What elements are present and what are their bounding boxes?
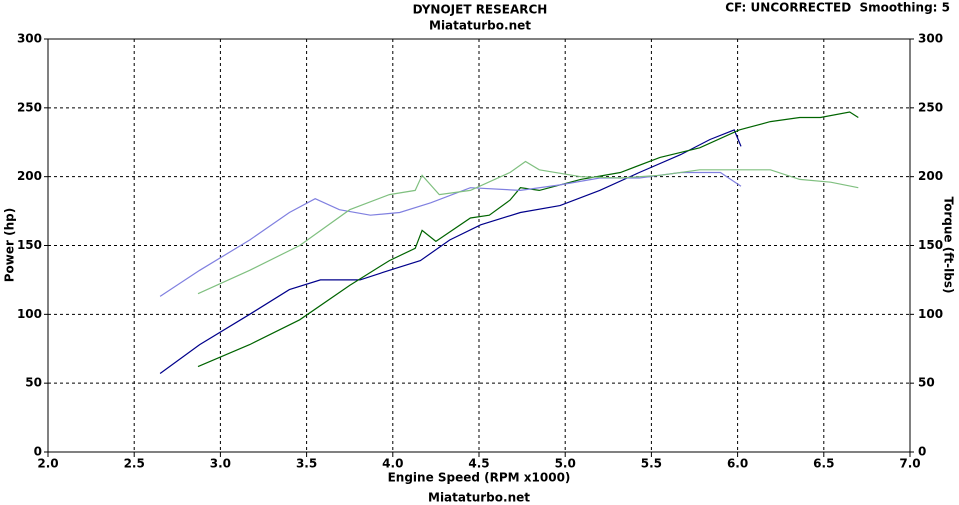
- y2-tick-label: 0: [918, 445, 926, 459]
- x-tick-label: 7.0: [899, 457, 920, 471]
- x-axis-label: Engine Speed (RPM x1000): [388, 471, 571, 485]
- footer: Miataturbo.net: [428, 491, 530, 505]
- y2-tick-label: 150: [918, 238, 943, 252]
- x-tick-label: 3.5: [296, 457, 317, 471]
- y2-tick-label: 200: [918, 169, 943, 183]
- x-tick-label: 2.5: [124, 457, 145, 471]
- y2-axis-label: Torque (ft-lbs): [942, 197, 956, 294]
- y-tick-label: 50: [25, 376, 42, 390]
- x-tick-label: 4.0: [382, 457, 403, 471]
- y-tick-label: 200: [17, 169, 42, 183]
- x-tick-label: 6.5: [813, 457, 834, 471]
- x-tick-label: 5.5: [641, 457, 662, 471]
- series-line: [159, 171, 742, 297]
- y2-tick-label: 100: [918, 307, 943, 321]
- y-axis-label: Power (hp): [3, 208, 17, 282]
- series-line: [159, 129, 742, 374]
- x-tick-label: 3.0: [210, 457, 231, 471]
- y2-tick-label: 50: [918, 376, 935, 390]
- y-tick-label: 0: [34, 445, 42, 459]
- y2-tick-label: 300: [918, 32, 943, 46]
- y-tick-label: 300: [17, 32, 42, 46]
- series-line: [197, 111, 859, 368]
- y-tick-label: 150: [17, 238, 42, 252]
- y2-tick-label: 250: [918, 100, 943, 114]
- chart-title: DYNOJET RESEARCH: [413, 3, 548, 17]
- y-tick-label: 250: [17, 100, 42, 114]
- x-tick-label: 2.0: [37, 457, 58, 471]
- series-line: [197, 160, 859, 295]
- y-tick-label: 100: [17, 307, 42, 321]
- x-tick-label: 4.5: [468, 457, 489, 471]
- x-tick-label: 5.0: [555, 457, 576, 471]
- header-info: CF: UNCORRECTED Smoothing: 5: [725, 1, 950, 15]
- x-tick-label: 6.0: [727, 457, 748, 471]
- chart-subtitle: Miataturbo.net: [429, 19, 531, 33]
